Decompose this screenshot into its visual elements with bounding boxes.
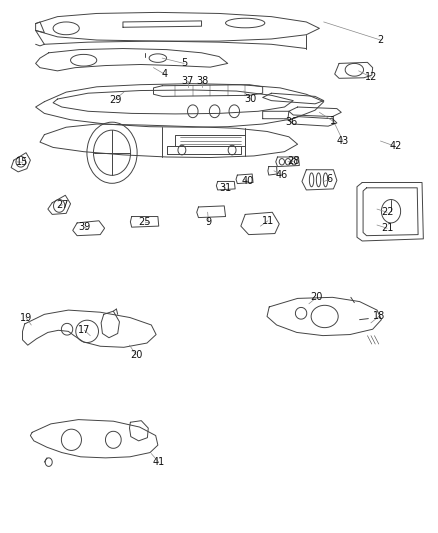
Text: 27: 27 bbox=[57, 200, 69, 210]
Text: 36: 36 bbox=[285, 117, 297, 127]
Text: 43: 43 bbox=[337, 136, 349, 146]
Text: 18: 18 bbox=[373, 311, 385, 321]
Text: 6: 6 bbox=[327, 174, 333, 184]
Text: 22: 22 bbox=[381, 207, 393, 217]
Text: 12: 12 bbox=[365, 72, 377, 82]
Text: 21: 21 bbox=[381, 223, 393, 233]
Text: 11: 11 bbox=[262, 216, 274, 226]
Text: 15: 15 bbox=[16, 157, 29, 167]
Text: 17: 17 bbox=[78, 325, 91, 335]
Text: 19: 19 bbox=[20, 312, 32, 322]
Text: 2: 2 bbox=[378, 35, 384, 45]
Text: 38: 38 bbox=[196, 77, 208, 86]
Text: 30: 30 bbox=[244, 93, 257, 103]
Text: 40: 40 bbox=[242, 176, 254, 187]
Text: 20: 20 bbox=[311, 292, 323, 302]
Text: 1: 1 bbox=[329, 116, 336, 126]
Text: 39: 39 bbox=[78, 222, 91, 232]
Text: 28: 28 bbox=[287, 156, 300, 166]
Text: 25: 25 bbox=[138, 217, 151, 227]
Text: 4: 4 bbox=[161, 69, 167, 79]
Text: 5: 5 bbox=[181, 59, 187, 68]
Text: 9: 9 bbox=[205, 217, 212, 227]
Text: 29: 29 bbox=[109, 94, 121, 104]
Text: 31: 31 bbox=[219, 183, 231, 193]
Text: 46: 46 bbox=[276, 170, 288, 180]
Text: 41: 41 bbox=[152, 457, 165, 467]
Text: 20: 20 bbox=[130, 350, 142, 360]
Text: 42: 42 bbox=[389, 141, 402, 151]
Text: 37: 37 bbox=[181, 77, 194, 86]
